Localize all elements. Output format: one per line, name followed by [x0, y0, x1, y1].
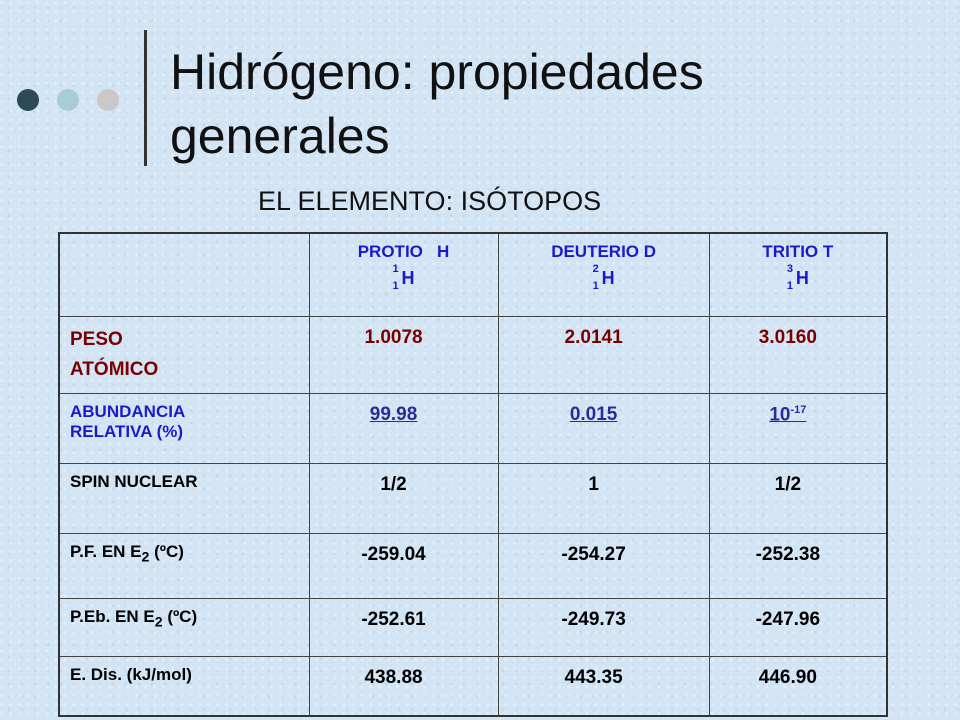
label-suffix: (ºC) — [149, 541, 184, 561]
value-cell: 2.0141 — [497, 315, 710, 394]
label-line: RELATIVA (%) — [70, 421, 184, 441]
row-label: ABUNDANCIA RELATIVA (%) — [58, 392, 310, 464]
table-row: PESO ATÓMICO 1.0078 2.0141 3.0160 — [58, 315, 888, 394]
value: 1/2 — [380, 473, 407, 495]
title-line: Hidrógeno: propiedades — [170, 44, 704, 100]
value: -252.61 — [361, 608, 426, 630]
table-row: P.Eb. EN E2 (ºC) -252.61 -249.73 -247.96 — [58, 597, 888, 657]
value: 1 — [588, 473, 599, 495]
value: 443.35 — [564, 666, 623, 688]
row-label: P.F. EN E2 (ºC) — [58, 532, 310, 599]
value: 1.0078 — [364, 326, 423, 348]
value: 1/2 — [774, 473, 802, 495]
value-cell: 446.90 — [708, 655, 888, 717]
value-exponent: -17 — [790, 403, 807, 416]
element-symbol: H — [401, 268, 415, 288]
value: -249.73 — [561, 608, 626, 630]
label-line: ATÓMICO — [70, 358, 159, 380]
decor-dot — [17, 89, 39, 111]
mass-number: 2 — [592, 263, 599, 275]
table-row: E. Dis. (kJ/mol) 438.88 443.35 446.90 — [58, 655, 888, 717]
label-subscript: 2 — [154, 613, 163, 630]
value-cell: 0.015 — [497, 392, 710, 464]
value-cell: -252.61 — [308, 597, 499, 657]
value: -247.96 — [755, 608, 821, 630]
value: -252.38 — [755, 543, 821, 565]
isotope-name: TRITIO T — [762, 242, 834, 261]
isotope-name: PROTIO H — [357, 242, 450, 261]
atomic-number: 1 — [592, 280, 599, 292]
mass-number: 3 — [786, 263, 793, 275]
value: -254.27 — [561, 543, 626, 565]
value-cell: 1/2 — [308, 462, 499, 534]
label-line: P.F. EN E2 (ºC) — [70, 541, 184, 565]
label-line: PESO — [70, 328, 123, 350]
element-symbol: H — [601, 268, 615, 288]
value-cell: -254.27 — [497, 532, 710, 599]
isotope-name: DEUTERIO D — [551, 242, 657, 261]
row-label: P.Eb. EN E2 (ºC) — [58, 597, 310, 657]
value-cell: 1 — [497, 462, 710, 534]
element-symbol: H — [795, 268, 809, 288]
row-label: E. Dis. (kJ/mol) — [58, 655, 310, 717]
title: Hidrógeno: propiedades generales — [170, 40, 704, 168]
value-cell: -249.73 — [497, 597, 710, 657]
value-cell: -247.96 — [708, 597, 888, 657]
atomic-number: 1 — [786, 280, 793, 292]
value-cell: -259.04 — [308, 532, 499, 599]
row-label: PESO ATÓMICO — [58, 315, 310, 394]
table-row: ABUNDANCIA RELATIVA (%) 99.98 0.015 10-17 — [58, 392, 888, 464]
value-cell: 99.98 — [308, 392, 499, 464]
title-line: generales — [170, 108, 390, 164]
label-subscript: 2 — [141, 548, 150, 565]
corner-cell — [58, 232, 310, 317]
value-cell: 443.35 — [497, 655, 710, 717]
value: 0.015 — [569, 403, 618, 425]
value-base: 10 — [769, 403, 791, 425]
subtitle: EL ELEMENTO: ISÓTOPOS — [258, 186, 602, 216]
value: 99.98 — [369, 403, 418, 425]
value: -259.04 — [361, 543, 426, 565]
value-cell: 1.0078 — [308, 315, 499, 394]
value-cell: 1/2 — [708, 462, 888, 534]
isotope-table: PROTIO H 1 1 H DEUTERIO D 2 1 H TRITIO T 3 1 H PESO A… — [58, 232, 888, 717]
decor-dot — [57, 89, 79, 111]
value: 446.90 — [758, 666, 817, 688]
table-row: SPIN NUCLEAR 1/2 1 1/2 — [58, 462, 888, 534]
value-cell: 3.0160 — [708, 315, 888, 394]
mass-number: 1 — [392, 263, 399, 275]
value-cell: 10-17 — [708, 392, 888, 464]
value-cell: 438.88 — [308, 655, 499, 717]
divider — [144, 30, 147, 166]
atomic-number: 1 — [392, 280, 399, 292]
label-line: SPIN NUCLEAR — [70, 471, 198, 491]
label-line: E. Dis. (kJ/mol) — [70, 664, 192, 684]
value: 438.88 — [364, 666, 423, 688]
row-label: SPIN NUCLEAR — [58, 462, 310, 534]
value-cell: -252.38 — [708, 532, 888, 599]
value: 3.0160 — [758, 326, 817, 348]
label-suffix: (ºC) — [162, 606, 198, 626]
value: 2.0141 — [564, 326, 623, 348]
decor-dot — [97, 89, 119, 111]
table-row: P.F. EN E2 (ºC) -259.04 -254.27 -252.38 — [58, 532, 888, 599]
label-line: P.Eb. EN E2 (ºC) — [70, 606, 198, 630]
label-line: ABUNDANCIA — [70, 401, 186, 421]
